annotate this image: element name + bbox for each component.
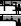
Legend: ZnO, ZnAl2O4, Comparative Example 1, Comparative Example 1
Hydrogen Reduction 1 : ZnO, ZnAl2O4, Comparative Example 1, Com… [0,20,15,26]
Legend: ZnO, ZnAl2O4, Example 1, Example 1
Hydrogen Reduction 1hr: ZnO, ZnAl2O4, Example 1, Example 1 Hydro… [0,6,15,26]
Text: Fig. 3: Fig. 3 [2,0,21,14]
